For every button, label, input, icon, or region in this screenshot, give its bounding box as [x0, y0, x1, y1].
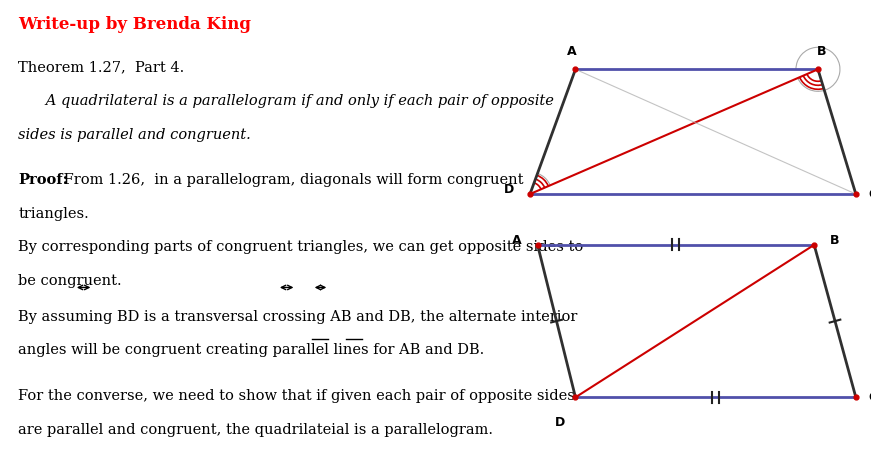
Text: triangles.: triangles.: [18, 207, 89, 221]
Text: be congruent.: be congruent.: [18, 274, 122, 288]
Text: By assuming BD is a transversal crossing AB and DB, the alternate interior: By assuming BD is a transversal crossing…: [18, 310, 577, 324]
Text: By corresponding parts of congruent triangles, we can get opposite sides to: By corresponding parts of congruent tria…: [18, 241, 584, 255]
Text: Write-up by Brenda King: Write-up by Brenda King: [18, 16, 252, 33]
Text: Theorem 1.27,  Part 4.: Theorem 1.27, Part 4.: [18, 60, 185, 74]
Text: A quadrilateral is a parallelogram if and only if each pair of opposite: A quadrilateral is a parallelogram if an…: [18, 94, 554, 108]
Text: are parallel and congruent, the quadrilateial is a parallelogram.: are parallel and congruent, the quadrila…: [18, 423, 493, 437]
Text: angles will be congruent creating parallel lines for AB and DB.: angles will be congruent creating parall…: [18, 343, 484, 358]
Text: B: B: [817, 45, 827, 58]
Text: A: A: [512, 234, 522, 247]
Text: From 1.26,  in a parallelogram, diagonals will form congruent: From 1.26, in a parallelogram, diagonals…: [59, 173, 524, 187]
Text: For the converse, we need to show that if given each pair of opposite sides: For the converse, we need to show that i…: [18, 389, 575, 403]
Text: A: A: [567, 45, 577, 58]
Text: Proof:: Proof:: [18, 173, 69, 187]
Text: B: B: [830, 234, 840, 247]
Text: D: D: [555, 416, 565, 429]
Text: C: C: [868, 188, 871, 201]
Text: sides is parallel and congruent.: sides is parallel and congruent.: [18, 128, 251, 141]
Text: D: D: [504, 183, 514, 196]
Text: C: C: [868, 391, 871, 404]
